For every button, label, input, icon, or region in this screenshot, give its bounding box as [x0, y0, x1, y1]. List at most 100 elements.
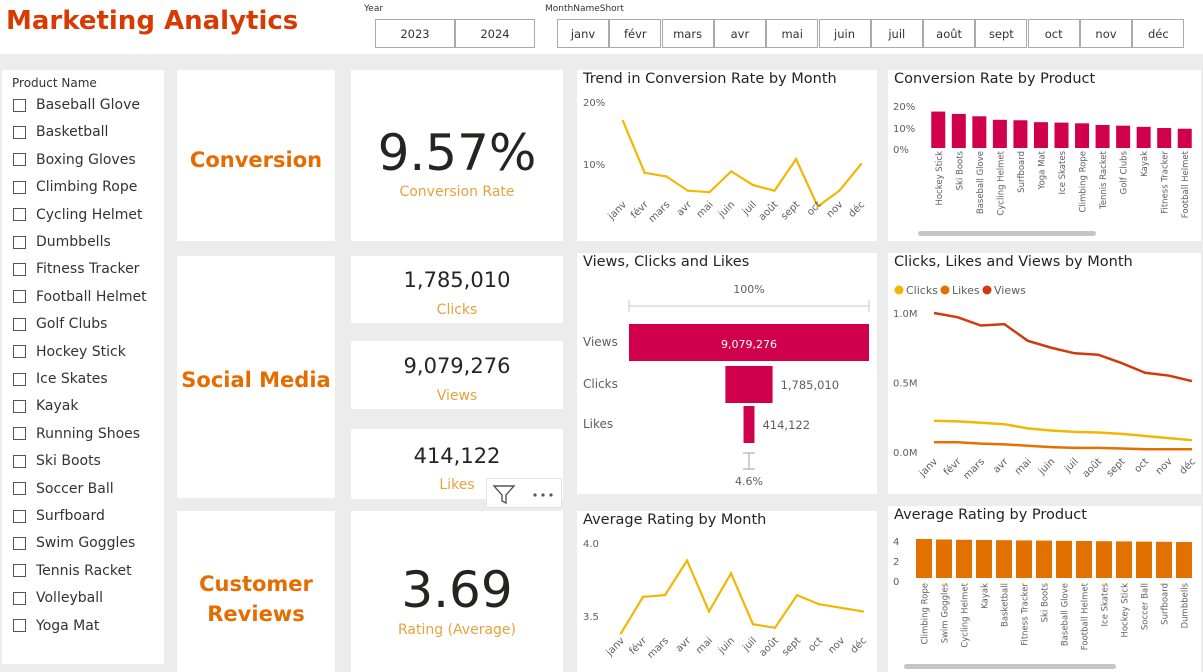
checkbox[interactable]	[13, 591, 26, 605]
bar[interactable]	[1095, 124, 1110, 148]
product-option[interactable]: Dumbbells	[13, 234, 111, 250]
product-option[interactable]: Swim Goggles	[13, 535, 135, 551]
checkbox[interactable]	[13, 454, 26, 468]
bar[interactable]	[972, 116, 987, 148]
bar[interactable]	[1036, 540, 1052, 578]
product-option[interactable]: Yoga Mat	[13, 618, 99, 634]
bar[interactable]	[1176, 542, 1192, 578]
checkbox[interactable]	[13, 564, 26, 578]
month-option-11[interactable]: nov	[1080, 19, 1132, 48]
product-option[interactable]: Surfboard	[13, 508, 105, 524]
bar[interactable]	[951, 113, 966, 148]
month-option-4[interactable]: avr	[713, 19, 766, 48]
bar[interactable]	[976, 540, 992, 578]
month-option-10[interactable]: oct	[1027, 19, 1080, 48]
x-tick-label: Cycling Helmet	[996, 150, 1006, 215]
checkbox[interactable]	[13, 235, 26, 249]
y-tick-label: 0.0M	[893, 448, 918, 459]
series-line-views	[933, 311, 1193, 383]
year-option-2024[interactable]: 2024	[455, 19, 535, 48]
bar[interactable]	[936, 539, 952, 579]
month-option-2[interactable]: févr	[609, 19, 662, 48]
product-option-label: Fitness Tracker	[36, 261, 140, 278]
checkbox[interactable]	[13, 509, 26, 523]
product-option[interactable]: Baseball Glove	[13, 97, 140, 113]
bar[interactable]	[1116, 125, 1131, 148]
bar[interactable]	[1136, 541, 1152, 578]
product-option[interactable]: Fitness Tracker	[13, 261, 139, 277]
month-option-6[interactable]: juin	[818, 19, 871, 48]
product-option[interactable]: Hockey Stick	[13, 344, 126, 360]
checkbox[interactable]	[13, 180, 26, 194]
bar[interactable]	[1054, 122, 1069, 148]
checkbox[interactable]	[13, 399, 26, 413]
product-option[interactable]: Volleyball	[13, 590, 103, 606]
bar[interactable]	[956, 539, 972, 578]
month-option-3[interactable]: mars	[661, 19, 714, 48]
bar[interactable]	[1177, 128, 1192, 148]
year-option-2023[interactable]: 2023	[375, 19, 455, 48]
bar[interactable]	[1075, 123, 1090, 148]
funnel-bar[interactable]	[743, 406, 755, 443]
bar[interactable]	[916, 539, 932, 578]
bar[interactable]	[1156, 541, 1172, 578]
checkbox[interactable]	[13, 208, 26, 222]
product-option[interactable]: Ice Skates	[13, 371, 108, 387]
x-tick-label: sept	[780, 635, 803, 658]
more-options-icon[interactable]	[531, 482, 557, 506]
checkbox[interactable]	[13, 153, 26, 167]
checkbox[interactable]	[13, 619, 26, 633]
checkbox[interactable]	[13, 345, 26, 359]
bar[interactable]	[931, 111, 946, 148]
product-option[interactable]: Ski Boots	[13, 453, 101, 469]
product-option[interactable]: Tennis Racket	[13, 563, 132, 579]
month-option-5[interactable]: mai	[766, 19, 819, 48]
x-tick-label: déc	[1177, 456, 1198, 477]
month-option-9[interactable]: sept	[975, 19, 1028, 48]
product-option[interactable]: Basketball	[13, 124, 108, 140]
bar[interactable]	[1013, 120, 1028, 148]
bar[interactable]	[1076, 541, 1092, 578]
bar[interactable]	[1056, 540, 1072, 578]
product-option[interactable]: Football Helmet	[13, 289, 147, 305]
product-option[interactable]: Kayak	[13, 398, 79, 414]
checkbox[interactable]	[13, 290, 26, 304]
month-option-7[interactable]: juil	[870, 19, 923, 48]
checkbox[interactable]	[13, 317, 26, 331]
funnel-top-percent: 100%	[733, 283, 764, 296]
checkbox[interactable]	[13, 482, 26, 496]
checkbox[interactable]	[13, 262, 26, 276]
checkbox[interactable]	[13, 372, 26, 386]
checkbox[interactable]	[13, 98, 26, 112]
product-option[interactable]: Cycling Helmet	[13, 207, 143, 223]
product-option[interactable]: Running Shoes	[13, 426, 140, 442]
month-option-1[interactable]: janv	[557, 19, 609, 48]
bar[interactable]	[1016, 540, 1032, 578]
product-option-label: Dumbbells	[36, 234, 111, 250]
checkbox[interactable]	[13, 427, 26, 441]
scrollbar[interactable]	[904, 664, 1116, 669]
bar[interactable]	[1136, 126, 1151, 148]
product-option[interactable]: Boxing Gloves	[13, 152, 136, 168]
bar[interactable]	[1033, 122, 1048, 148]
checkbox[interactable]	[13, 125, 26, 139]
bar[interactable]	[1157, 128, 1172, 148]
scrollbar[interactable]	[918, 231, 1096, 236]
month-option-12[interactable]: déc	[1132, 19, 1185, 48]
product-option[interactable]: Golf Clubs	[13, 316, 107, 332]
bar[interactable]	[1096, 541, 1112, 578]
x-tick-label: Fitness Tracker	[1021, 583, 1031, 646]
visual-header-toolbar	[486, 478, 562, 508]
month-option-8[interactable]: août	[923, 19, 976, 48]
year-slicer-label: Year	[364, 4, 384, 14]
funnel-bar[interactable]	[725, 366, 773, 403]
product-option[interactable]: Soccer Ball	[13, 481, 114, 497]
bar[interactable]	[996, 540, 1012, 578]
bar[interactable]	[992, 119, 1007, 148]
filter-icon[interactable]	[491, 482, 517, 506]
product-option-label: Running Shoes	[36, 425, 141, 442]
funnel-bar[interactable]	[629, 324, 869, 361]
bar[interactable]	[1116, 541, 1132, 578]
product-option[interactable]: Climbing Rope	[13, 179, 137, 195]
checkbox[interactable]	[13, 536, 26, 550]
